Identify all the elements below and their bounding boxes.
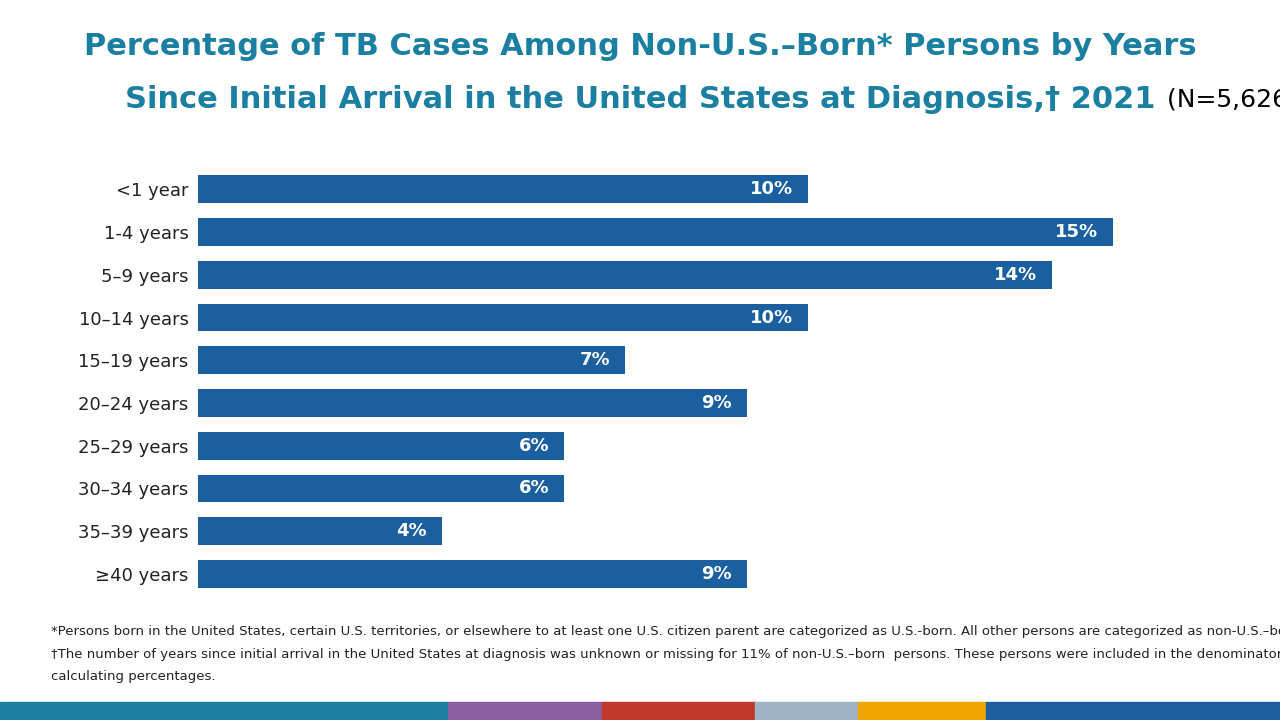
Bar: [198, 389, 748, 417]
Bar: [198, 474, 564, 503]
Bar: [858, 702, 986, 720]
Text: 14%: 14%: [993, 266, 1037, 284]
Text: 9%: 9%: [701, 394, 732, 412]
Text: Since Initial Arrival in the United States at Diagnosis,† 2021: Since Initial Arrival in the United Stat…: [124, 85, 1156, 114]
Bar: [0, 702, 448, 720]
Text: (N=5,626): (N=5,626): [1160, 87, 1280, 112]
Bar: [198, 560, 748, 588]
Bar: [198, 176, 808, 203]
Text: 7%: 7%: [580, 351, 611, 369]
Bar: [602, 702, 755, 720]
Bar: [198, 304, 808, 331]
Bar: [198, 517, 443, 545]
Text: 6%: 6%: [518, 437, 549, 455]
Bar: [198, 218, 1114, 246]
Text: 10%: 10%: [750, 180, 794, 198]
Text: 6%: 6%: [518, 480, 549, 498]
Text: 10%: 10%: [750, 308, 794, 326]
Bar: [198, 432, 564, 459]
Bar: [986, 702, 1280, 720]
Bar: [198, 261, 1052, 289]
Text: 15%: 15%: [1055, 223, 1098, 241]
Bar: [448, 702, 602, 720]
Text: calculating percentages.: calculating percentages.: [51, 670, 216, 683]
Text: 4%: 4%: [397, 522, 428, 540]
Text: Percentage of TB Cases Among Non-U.S.–Born* Persons by Years: Percentage of TB Cases Among Non-U.S.–Bo…: [83, 32, 1197, 61]
Text: 9%: 9%: [701, 565, 732, 583]
Bar: [198, 346, 626, 374]
Bar: [755, 702, 858, 720]
Text: †The number of years since initial arrival in the United States at diagnosis was: †The number of years since initial arriv…: [51, 648, 1280, 661]
Text: *Persons born in the United States, certain U.S. territories, or elsewhere to at: *Persons born in the United States, cert…: [51, 625, 1280, 638]
